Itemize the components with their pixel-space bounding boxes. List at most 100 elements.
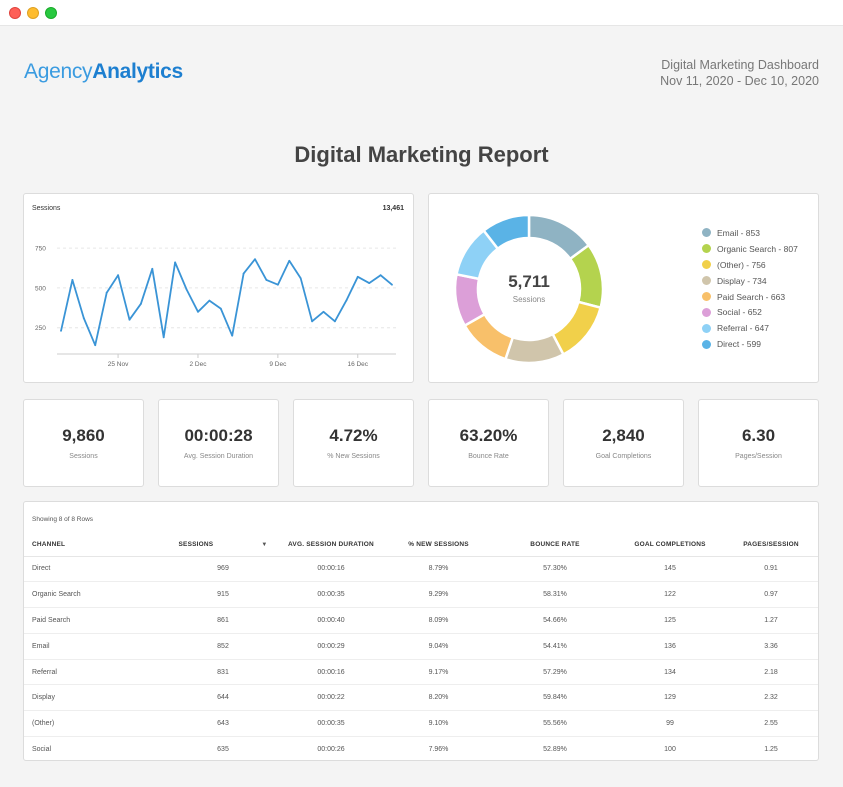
column-header-channel[interactable]: CHANNEL	[24, 534, 167, 557]
data-point	[311, 320, 314, 323]
window-titlebar	[0, 0, 843, 26]
legend-label: Organic Search - 807	[717, 243, 798, 254]
data-point	[219, 307, 222, 310]
legend-swatch	[702, 339, 711, 349]
kpi-label: Bounce Rate	[468, 453, 509, 460]
bounce-rate-cell: 52.89%	[543, 746, 567, 754]
avg-duration-cell: 00:00:40	[279, 607, 383, 634]
column-header-sessions-label: SESSIONS	[178, 541, 214, 549]
data-point	[356, 275, 359, 278]
rows-count-caption: Showing 8 of 8 Rows	[32, 516, 94, 523]
legend-swatch	[702, 292, 711, 301]
donut-center-value: 5,711	[508, 272, 550, 291]
channel-table-card: Showing 8 of 8 Rows CHANNEL SESSIONS ▼ AV…	[23, 501, 819, 761]
data-point	[117, 274, 119, 277]
kpi-value: 2,840	[602, 426, 645, 445]
bounce-rate-cell: 57.29%	[494, 659, 616, 686]
sessions-cell: 915	[167, 581, 279, 609]
sessions-cell: 831	[167, 659, 279, 686]
chart-label: Sessions	[32, 205, 61, 212]
table-row: Social 635 00:00:26 7.96% 52.89% 100 1.25	[24, 737, 818, 763]
legend-label: Paid Search - 663	[717, 291, 786, 302]
data-point	[71, 279, 74, 281]
goal-completions-cell: 129	[616, 684, 724, 712]
bounce-rate-cell: 58.31%	[494, 581, 616, 609]
data-point	[322, 310, 325, 313]
pages-per-session-cell: 1.27	[724, 607, 818, 634]
data-point	[379, 274, 382, 277]
channel-cell: Display	[24, 684, 167, 712]
pages-per-session-cell: 2.55	[724, 710, 818, 738]
sessions-cell: 969	[167, 556, 279, 583]
avg-duration-cell: 00:00:26	[317, 746, 345, 754]
kpi-label: Goal Completions	[595, 453, 652, 460]
sessions-cell: 635	[217, 746, 229, 754]
goal-completions-cell: 125	[616, 607, 724, 634]
date-range: Nov 11, 2020 - Dec 10, 2020	[660, 74, 819, 88]
minimize-window-button[interactable]	[27, 7, 39, 19]
data-point	[197, 310, 199, 313]
logo-part-analytics: Analytics	[92, 60, 183, 83]
bounce-rate-cell: 59.84%	[494, 684, 616, 712]
column-header-bounce-rate[interactable]: BOUNCE RATE	[494, 534, 616, 557]
legend-swatch	[702, 244, 711, 254]
close-window-button[interactable]	[9, 7, 21, 19]
avg-duration-cell: 00:00:16	[279, 659, 383, 686]
new-sessions-cell: 7.96%	[428, 746, 449, 754]
channel-cell: Social	[32, 746, 52, 754]
kpi-label: % New Sessions	[327, 453, 380, 460]
data-point	[128, 318, 131, 321]
legend-label: Social - 652	[717, 307, 762, 318]
kpi-card-bounce-rate: 63.20% Bounce Rate	[428, 399, 549, 487]
data-point	[174, 261, 177, 264]
goal-completions-cell: 145	[616, 556, 724, 583]
pages-per-session-cell: 0.97	[724, 581, 818, 609]
bounce-rate-cell: 55.56%	[494, 710, 616, 738]
goal-completions-cell: 136	[616, 633, 724, 660]
new-sessions-cell: 9.10%	[383, 710, 494, 738]
legend-item: Referral - 647	[702, 320, 798, 336]
legend-swatch	[702, 276, 711, 286]
goal-completions-cell: 122	[616, 581, 724, 609]
pages-per-session-cell: 2.32	[724, 684, 818, 712]
data-point	[60, 329, 62, 332]
channel-cell: Paid Search	[24, 607, 167, 634]
goal-completions-cell: 99	[616, 710, 724, 738]
data-point	[162, 336, 165, 339]
column-header-pages-per-session[interactable]: PAGES/SESSION	[724, 534, 818, 557]
channel-donut-chart	[453, 213, 605, 365]
x-tick-label: 2 Dec	[189, 361, 207, 368]
legend-item: Organic Search - 807	[702, 241, 798, 257]
brand-logo: AgencyAnalytics	[24, 60, 183, 84]
column-header-sessions[interactable]: SESSIONS ▼	[167, 534, 279, 557]
kpi-label: Avg. Session Duration	[183, 453, 254, 460]
data-point	[208, 299, 211, 302]
column-header-avg-session-duration[interactable]: AVG. SESSION DURATION	[279, 534, 383, 557]
goal-completions-cell: 134	[616, 659, 724, 686]
data-point	[139, 302, 142, 305]
bounce-rate-cell: 54.66%	[494, 607, 616, 634]
channel-cell: Organic Search	[24, 581, 167, 609]
legend-label: Email - 853	[717, 227, 760, 238]
channel-donut-chart-card: 5,711 Sessions Email - 853 Organic Search…	[428, 193, 819, 383]
kpi-label: Pages/Session	[735, 453, 782, 460]
sessions-line-chart: 250 500 750 25 Nov 2 Dec 9 Dec 16 Dec	[35, 246, 396, 368]
column-header-new-sessions[interactable]: % NEW SESSIONS	[383, 534, 494, 557]
data-point	[242, 272, 245, 275]
data-point	[94, 344, 97, 347]
y-tick-label: 750	[35, 246, 46, 253]
zoom-window-button[interactable]	[45, 7, 57, 19]
legend-item: Paid Search - 663	[702, 289, 798, 305]
table-row: Display 644 00:00:22 8.20% 59.84% 129 2.32	[24, 684, 818, 712]
data-point	[231, 334, 234, 337]
legend-item: Email - 853	[702, 225, 798, 241]
data-point	[288, 259, 291, 262]
goal-completions-cell: 100	[664, 746, 676, 754]
data-point	[265, 279, 268, 281]
sort-desc-icon[interactable]: ▼	[261, 542, 268, 549]
channel-cell: Direct	[24, 556, 167, 583]
avg-duration-cell: 00:00:35	[279, 710, 383, 738]
column-header-goal-completions[interactable]: GOAL COMPLETIONS	[616, 534, 724, 557]
channel-cell: Referral	[24, 659, 167, 686]
donut-slice	[503, 332, 566, 365]
